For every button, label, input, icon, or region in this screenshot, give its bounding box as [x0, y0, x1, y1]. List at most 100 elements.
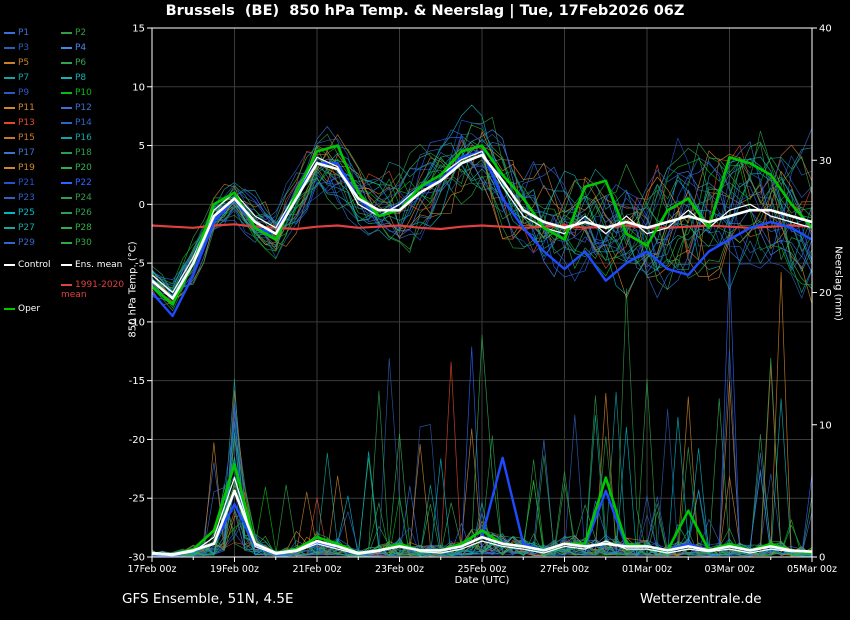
legend-line-swatch: [61, 46, 72, 49]
svg-text:17Feb 00z: 17Feb 00z: [127, 564, 176, 575]
legend-item-p16: P16: [61, 133, 92, 143]
legend-line-swatch: [61, 76, 72, 79]
legend-item-p11: P11: [4, 103, 35, 113]
legend-item-control: Control: [4, 260, 51, 270]
legend-item-p22: P22: [61, 178, 92, 188]
legend-item-p21: P21: [4, 178, 35, 188]
legend-item-p23: P23: [4, 193, 35, 203]
svg-text:10: 10: [819, 420, 832, 431]
legend-item-label: P1: [18, 28, 30, 38]
legend-line-swatch: [4, 151, 15, 154]
legend-item-label: P23: [18, 193, 35, 203]
legend-line-swatch: [4, 76, 15, 79]
legend-line-swatch: [61, 91, 72, 94]
svg-text:03Mar 00z: 03Mar 00z: [704, 564, 754, 575]
legend-line-swatch: [61, 166, 72, 169]
legend-item-p27: P27: [4, 223, 35, 233]
legend-line-swatch: [61, 283, 72, 286]
svg-text:05Mar 00z: 05Mar 00z: [787, 564, 837, 575]
legend-item-p7: P7: [4, 73, 29, 83]
legend-line-swatch: [61, 196, 72, 199]
svg-text:25Feb 00z: 25Feb 00z: [457, 564, 506, 575]
legend-item-p12: P12: [61, 103, 92, 113]
svg-text:01Mar 00z: 01Mar 00z: [622, 564, 672, 575]
legend-item-label: P24: [75, 193, 92, 203]
legend-item-label: P28: [75, 223, 92, 233]
legend-item-label: P9: [18, 88, 30, 98]
legend-item-label: P5: [18, 58, 30, 68]
legend-item-label: P27: [18, 223, 35, 233]
legend-item-label: P20: [75, 163, 92, 173]
legend-item-label: P22: [75, 178, 92, 188]
legend-item-label: P21: [18, 178, 35, 188]
legend-line-swatch: [61, 226, 72, 229]
svg-text:40: 40: [819, 24, 832, 35]
legend-item-p3: P3: [4, 43, 29, 53]
legend-item-p20: P20: [61, 163, 92, 173]
chart-title: Brussels (BE) 850 hPa Temp. & Neerslag |…: [165, 3, 685, 19]
legend-line-swatch: [61, 211, 72, 214]
legend-item-label: Oper: [18, 304, 41, 314]
svg-text:-10: -10: [129, 317, 145, 328]
legend-item-label: P7: [18, 73, 30, 83]
svg-text:5: 5: [139, 141, 145, 152]
x-axis-label: Date (UTC): [454, 575, 510, 586]
legend-line-swatch: [61, 106, 72, 109]
svg-text:30: 30: [819, 156, 832, 167]
legend-item-p19: P19: [4, 163, 35, 173]
svg-text:20: 20: [819, 288, 832, 299]
legend-item-p18: P18: [61, 148, 92, 158]
svg-text:27Feb 00z: 27Feb 00z: [540, 564, 589, 575]
legend-item-p9: P9: [4, 88, 29, 98]
legend-item-label: P11: [18, 103, 35, 113]
legend-item-p25: P25: [4, 208, 35, 218]
footer-brand: Wetterzentrale.de: [640, 591, 762, 607]
legend-item-p24: P24: [61, 193, 92, 203]
legend-item-p10: P10: [61, 88, 92, 98]
legend-item-label: 1991-2020 mean: [61, 280, 125, 300]
legend-item-label: P26: [75, 208, 92, 218]
legend-line-swatch: [4, 226, 15, 229]
legend-item-label: P18: [75, 148, 92, 158]
legend-item-p2: P2: [61, 28, 86, 38]
legend-line-swatch: [4, 61, 15, 64]
legend-item-label: P12: [75, 103, 92, 113]
svg-text:19Feb 00z: 19Feb 00z: [210, 564, 259, 575]
svg-text:0: 0: [819, 553, 825, 564]
legend-line-swatch: [4, 121, 15, 124]
legend-item-label: P15: [18, 133, 35, 143]
legend-item-p6: P6: [61, 58, 86, 68]
legend-item-label: P29: [18, 238, 35, 248]
legend-line-swatch: [4, 136, 15, 139]
legend-line-swatch: [4, 46, 15, 49]
legend-item-1991-2020-mean: 1991-2020 mean: [61, 280, 143, 300]
legend-item-label: Ens. mean: [75, 260, 123, 270]
legend-item-label: P14: [75, 118, 92, 128]
svg-text:-20: -20: [129, 435, 145, 446]
legend-item-ens-mean: Ens. mean: [61, 260, 122, 270]
legend-line-swatch: [4, 241, 15, 244]
legend-line-swatch: [61, 241, 72, 244]
legend-line-swatch: [4, 106, 15, 109]
svg-text:10: 10: [132, 82, 145, 93]
legend-line-swatch: [61, 31, 72, 34]
legend-item-label: P8: [75, 73, 87, 83]
legend-item-label: P19: [18, 163, 35, 173]
svg-text:-15: -15: [129, 376, 145, 387]
legend-item-label: P2: [75, 28, 87, 38]
legend-line-swatch: [61, 181, 72, 184]
legend-line-swatch: [61, 151, 72, 154]
legend-item-label: P25: [18, 208, 35, 218]
legend-item-p4: P4: [61, 43, 86, 53]
svg-text:0: 0: [139, 200, 145, 211]
legend-line-swatch: [4, 166, 15, 169]
legend-item-p8: P8: [61, 73, 86, 83]
legend-item-p17: P17: [4, 148, 35, 158]
legend-item-p29: P29: [4, 238, 35, 248]
y-axis-label-right: Neerslag (mm): [832, 246, 844, 321]
legend-item-label: P3: [18, 43, 30, 53]
legend-item-label: P4: [75, 43, 87, 53]
legend-item-p5: P5: [4, 58, 29, 68]
legend-line-swatch: [61, 263, 72, 266]
